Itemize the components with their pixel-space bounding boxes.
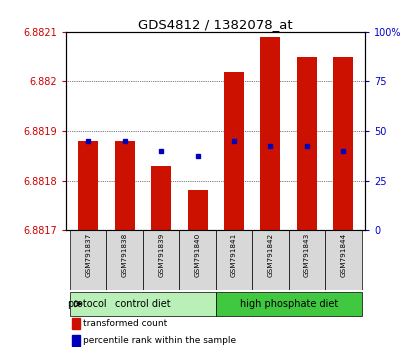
Text: GSM791844: GSM791844 (340, 233, 347, 277)
Bar (179, 230, 216, 290)
Bar (261, 37, 281, 230)
Bar (325, 230, 361, 290)
Bar (70, 230, 107, 290)
Bar (107, 230, 143, 290)
Bar (224, 72, 244, 230)
Bar (70, 292, 216, 316)
Text: high phosphate diet: high phosphate diet (239, 299, 338, 309)
Bar (188, 190, 208, 230)
Bar (115, 141, 135, 230)
Bar (151, 166, 171, 230)
Text: GSM791843: GSM791843 (304, 233, 310, 277)
Text: GSM791839: GSM791839 (158, 233, 164, 277)
Title: GDS4812 / 1382078_at: GDS4812 / 1382078_at (139, 18, 293, 31)
Text: GSM791838: GSM791838 (122, 233, 128, 277)
Text: transformed count: transformed count (83, 319, 167, 328)
Bar (252, 230, 289, 290)
Bar (72, 335, 80, 346)
Text: protocol: protocol (67, 299, 107, 309)
Bar (333, 57, 353, 230)
Bar (289, 230, 325, 290)
Bar (216, 230, 252, 290)
Bar (143, 230, 179, 290)
Bar (297, 57, 317, 230)
Text: percentile rank within the sample: percentile rank within the sample (83, 336, 236, 345)
Bar (78, 141, 98, 230)
Text: GSM791841: GSM791841 (231, 233, 237, 277)
Text: control diet: control diet (115, 299, 171, 309)
Text: GSM791840: GSM791840 (195, 233, 200, 277)
Text: GSM791842: GSM791842 (267, 233, 273, 277)
Bar (216, 292, 361, 316)
Bar (72, 318, 80, 329)
Text: GSM791837: GSM791837 (85, 233, 91, 277)
